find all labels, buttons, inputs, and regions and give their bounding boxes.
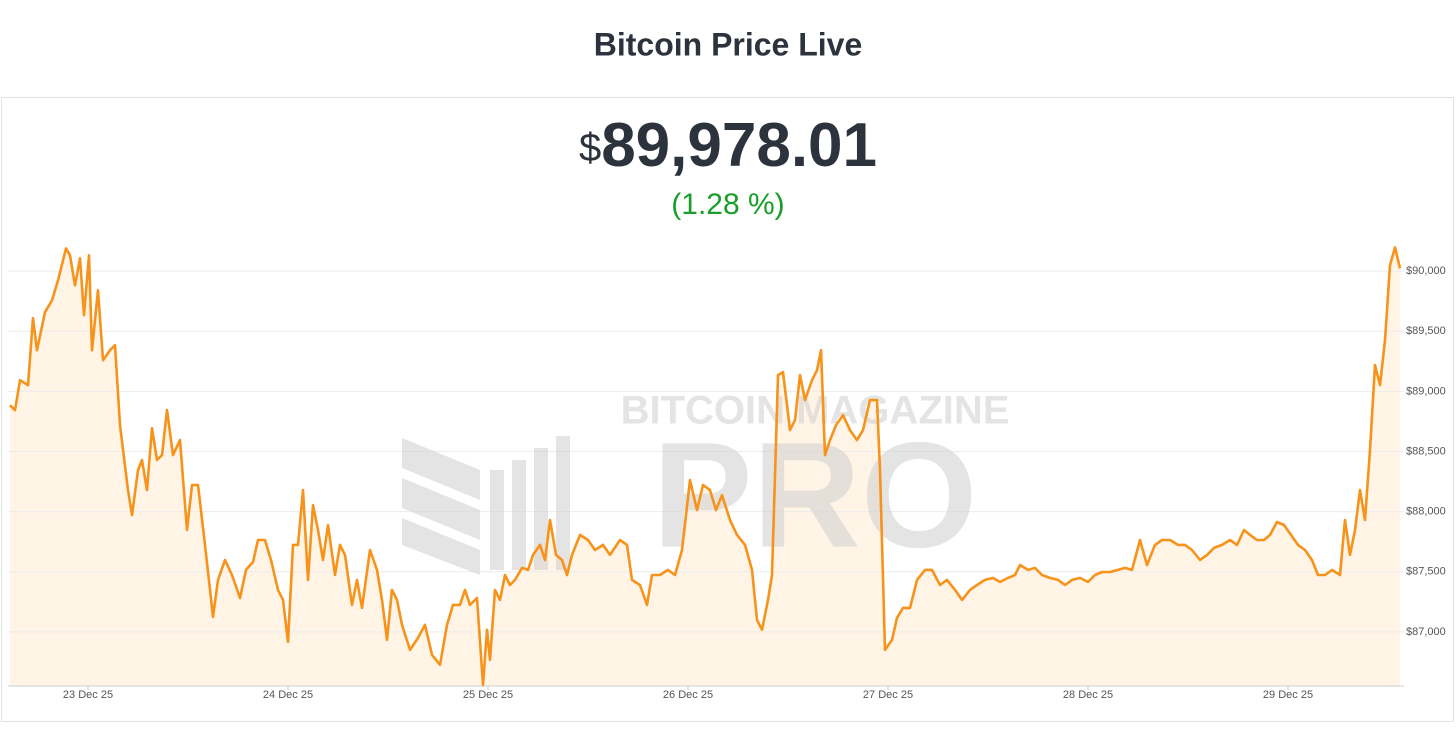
watermark-logo — [402, 436, 570, 575]
price: $89,978.01 — [579, 111, 877, 180]
y-tick-label: $88,500 — [1406, 445, 1446, 457]
watermark-text: BITCOIN MAGAZINE — [621, 389, 1010, 433]
price-change: (1.28 %) — [671, 188, 784, 221]
currency: $ — [579, 126, 601, 170]
x-tick-label: 24 Dec 25 — [263, 689, 313, 701]
y-tick-label: $87,500 — [1406, 566, 1446, 578]
y-tick-label: $90,000 — [1406, 265, 1446, 277]
x-tick-label: 27 Dec 25 — [863, 689, 913, 701]
y-tick-label: $89,500 — [1406, 325, 1446, 337]
x-tick-label: 29 Dec 25 — [1263, 689, 1313, 701]
chart-panel — [1, 97, 1454, 722]
page-title: Bitcoin Price Live — [594, 26, 863, 62]
watermark-text: PRO — [652, 411, 977, 579]
x-tick-label: 23 Dec 25 — [63, 689, 113, 701]
price-amount: 89,978.01 — [601, 111, 877, 180]
watermark: BITCOIN MAGAZINE PRO — [402, 389, 1009, 579]
y-tick-label: $87,000 — [1406, 626, 1446, 638]
price-line — [9, 246, 1402, 687]
x-tick-label: 25 Dec 25 — [463, 689, 513, 701]
x-tick-label: 28 Dec 25 — [1063, 689, 1113, 701]
y-tick-label: $89,000 — [1406, 385, 1446, 397]
x-tick-label: 26 Dec 25 — [663, 689, 713, 701]
plot — [8, 247, 1404, 686]
y-tick-label: $88,000 — [1406, 506, 1446, 518]
area-fill — [10, 247, 1400, 686]
